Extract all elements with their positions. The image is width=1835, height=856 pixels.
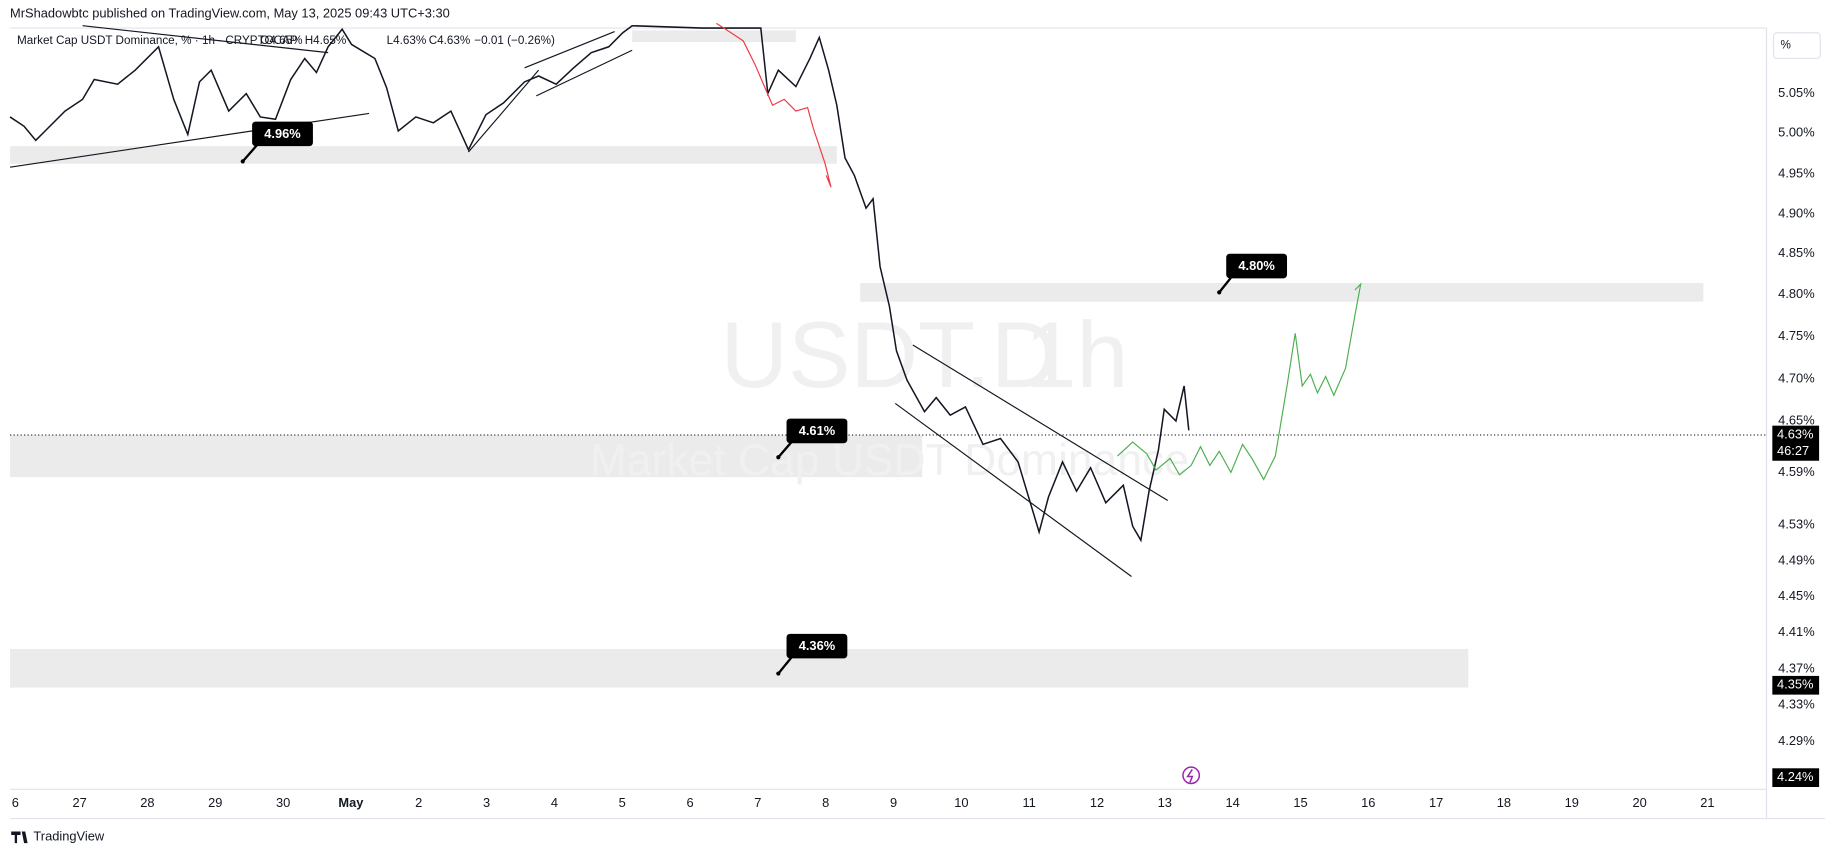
price-label: 4.95% — [1778, 166, 1814, 181]
date-label: 19 — [1565, 795, 1579, 810]
last-price-badge — [1772, 425, 1820, 461]
date-label: 4 — [551, 795, 558, 810]
callout-anchor — [776, 455, 781, 460]
callout-box — [1226, 253, 1288, 279]
trend-line — [468, 69, 540, 153]
date-label: 20 — [1632, 795, 1646, 810]
price-label: 4.59% — [1778, 464, 1814, 479]
callout-anchor — [1217, 290, 1222, 295]
zone — [10, 649, 1469, 688]
zone — [10, 435, 923, 478]
price-marker — [1772, 675, 1820, 695]
projection-green — [1117, 282, 1362, 481]
price-path — [9, 24, 1190, 543]
price-label: 4.45% — [1778, 588, 1814, 603]
date-label: 6 — [12, 795, 19, 810]
date-label: 10 — [954, 795, 968, 810]
callout-box — [252, 121, 313, 147]
wedge-line — [524, 31, 615, 69]
price-marker — [1772, 768, 1820, 788]
date-label: 3 — [483, 795, 490, 810]
trend-line — [82, 25, 329, 54]
watermark-ticker: USDT.D — [721, 302, 1059, 407]
price-label: 4.29% — [1778, 733, 1814, 748]
price-axis: 5.05% 5.00% 4.95% 4.90% 4.85% 4.80% 4.75% 4.70%… — [1778, 85, 1814, 748]
channel-line — [912, 344, 1169, 502]
wedge-line — [536, 49, 633, 97]
annotations: 4.96% 4.80% 4.61% 4.36% — [240, 121, 1288, 676]
price-label: 4.70% — [1778, 370, 1814, 385]
callout-label: 4.96% — [264, 126, 301, 141]
date-label: 2 — [415, 795, 422, 810]
unit-button[interactable] — [1772, 32, 1821, 60]
price-label: 4.33% — [1778, 697, 1814, 712]
date-label: 18 — [1497, 795, 1511, 810]
channel-line — [894, 402, 1132, 577]
date-label: May — [338, 795, 364, 810]
footer-brand: TradingView — [33, 829, 104, 844]
publisher: MrShadowbtc published on TradingView.com… — [10, 5, 450, 20]
date-label: 13 — [1158, 795, 1172, 810]
price-label: 4.85% — [1778, 245, 1814, 260]
price-label: 4.49% — [1778, 553, 1814, 568]
zone — [10, 146, 837, 164]
zones — [10, 30, 1704, 688]
date-label: 8 — [822, 795, 829, 810]
zone — [860, 282, 1704, 302]
legend-change: −0.01 (−0.26%) — [474, 34, 555, 47]
legend-high: H4.65% — [305, 34, 347, 47]
date-label: 12 — [1090, 795, 1104, 810]
date-label: 29 — [208, 795, 222, 810]
date-label: 6 — [686, 795, 693, 810]
legend-low: L4.63% — [387, 34, 427, 47]
projection-red — [716, 22, 832, 188]
callout-label: 4.80% — [1238, 258, 1275, 273]
price-label: 5.00% — [1778, 125, 1814, 140]
callout-box — [786, 418, 848, 444]
price-label: 4.75% — [1778, 328, 1814, 343]
drawings — [9, 24, 1190, 577]
date-label: 9 — [890, 795, 897, 810]
price-label: 4.80% — [1778, 286, 1814, 301]
legend-close: C4.63% — [429, 34, 471, 47]
callout-label: 4.36% — [799, 638, 836, 653]
legend-open: O4.65% — [260, 34, 302, 47]
zone — [632, 30, 796, 43]
date-label: 27 — [72, 795, 86, 810]
date-label: 16 — [1361, 795, 1375, 810]
event-icon-bolt — [1186, 769, 1194, 783]
price-label: 4.41% — [1778, 624, 1814, 639]
watermark-name: Market Cap USDT Dominance — [590, 436, 1189, 485]
legend-symbol: Market Cap USDT Dominance, % · 1h · CRYP… — [17, 34, 298, 47]
watermark-interval: 1h — [1025, 302, 1129, 407]
price-marker-label: 4.24% — [1777, 769, 1813, 784]
price-marker-label: 4.35% — [1777, 677, 1813, 692]
date-label: 28 — [140, 795, 154, 810]
unit-label[interactable]: % — [1781, 39, 1791, 52]
date-label: 7 — [754, 795, 761, 810]
date-label: 17 — [1429, 795, 1443, 810]
price-label: 4.65% — [1778, 412, 1814, 427]
price-label: 5.05% — [1778, 85, 1814, 100]
time-axis: 6 27 28 29 30 May 2 3 4 5 6 7 8 9 10 11 12 13 14 15 16 17 18 19… — [12, 795, 1715, 810]
callout-anchor — [240, 159, 245, 164]
price-label: 4.90% — [1778, 205, 1814, 220]
last-price: 4.63% — [1777, 426, 1813, 441]
date-label: 30 — [276, 795, 290, 810]
date-label: 21 — [1700, 795, 1714, 810]
logo — [11, 831, 28, 844]
price-label: 4.53% — [1778, 516, 1814, 531]
callout-label: 4.61% — [799, 423, 836, 438]
date-label: 15 — [1293, 795, 1307, 810]
date-label: 11 — [1022, 795, 1035, 810]
date-label: 14 — [1225, 795, 1239, 810]
callout-anchor — [776, 671, 781, 676]
date-label: 5 — [619, 795, 626, 810]
price-label: 4.37% — [1778, 660, 1814, 675]
callout-box — [786, 633, 848, 659]
countdown: 46:27 — [1777, 443, 1809, 458]
event-icon[interactable] — [1182, 766, 1201, 785]
